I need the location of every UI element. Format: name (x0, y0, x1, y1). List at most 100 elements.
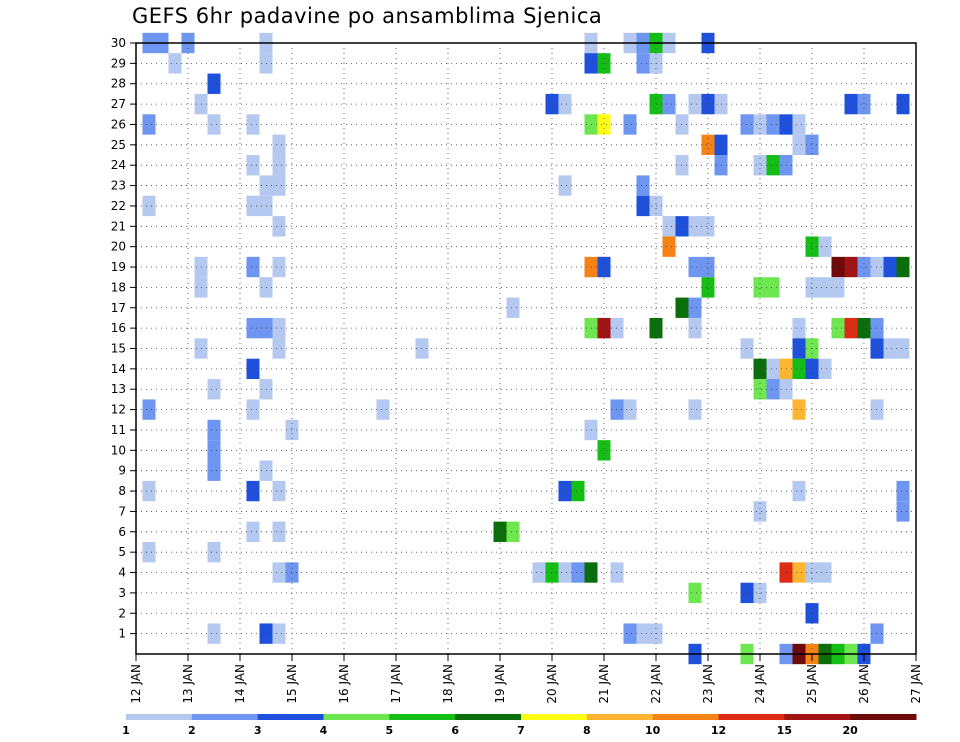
data-cell (272, 521, 286, 542)
data-cell (623, 623, 637, 644)
data-cell (142, 195, 156, 217)
data-cell (506, 521, 520, 542)
x-tick-label: 26 JAN (857, 664, 871, 704)
data-cell (571, 480, 585, 502)
data-cell (571, 562, 585, 583)
x-tick-label: 18 JAN (441, 664, 455, 704)
data-cell (558, 562, 572, 583)
y-tick-label: 16 (111, 321, 126, 335)
data-cell (688, 317, 702, 339)
data-cell (623, 399, 637, 420)
data-cell (831, 277, 845, 298)
data-cell (883, 256, 897, 278)
data-cell (753, 277, 767, 298)
data-cell (207, 73, 221, 94)
data-cell (688, 399, 702, 420)
colorbar-label: 6 (451, 724, 459, 737)
colorbar-segment (455, 714, 522, 720)
y-tick-label: 28 (111, 77, 126, 91)
data-cell (792, 480, 806, 502)
colorbar-segment (850, 714, 917, 720)
data-cell (142, 480, 156, 502)
colorbar-label: 3 (254, 724, 262, 737)
colorbar-label: 15 (777, 724, 792, 737)
data-cell (597, 114, 611, 135)
data-cell (701, 277, 715, 298)
data-cell (246, 480, 260, 502)
x-tick-label: 15 JAN (285, 664, 299, 704)
data-cell (896, 480, 910, 502)
data-cell (818, 562, 832, 583)
data-cell (246, 317, 260, 339)
x-tick-label: 14 JAN (233, 664, 247, 704)
x-tick-label: 20 JAN (545, 664, 559, 704)
data-cell (272, 256, 286, 278)
x-tick-label: 13 JAN (181, 664, 195, 704)
colorbar-segment (784, 714, 851, 720)
data-cell (753, 501, 767, 522)
y-tick-label: 11 (111, 423, 126, 437)
data-cell (701, 256, 715, 278)
data-cell (207, 460, 221, 481)
data-cell (207, 440, 221, 461)
data-cell (818, 358, 832, 380)
y-tick-label: 10 (111, 443, 126, 457)
data-cell (662, 216, 676, 237)
data-cell (246, 521, 260, 542)
data-cell (766, 358, 780, 380)
colorbar-segment (586, 714, 654, 720)
data-cell (688, 216, 702, 237)
colorbar-label: 8 (583, 724, 591, 737)
y-tick-label: 29 (111, 56, 126, 70)
y-tick-label: 1 (118, 627, 126, 641)
y-tick-label: 3 (118, 586, 126, 600)
y-tick-label: 15 (111, 342, 126, 356)
data-cell (168, 53, 182, 74)
y-tick-label: 7 (118, 504, 126, 518)
data-cell (207, 114, 221, 135)
data-cell (558, 480, 572, 502)
x-tick-label: 27 JAN (909, 664, 923, 704)
data-cell (792, 358, 806, 380)
colorbar-segment (652, 714, 719, 720)
data-cell (636, 175, 650, 196)
data-cell (272, 216, 286, 237)
data-cell (272, 134, 286, 156)
data-cell (532, 562, 546, 583)
data-cell (766, 277, 780, 298)
x-tick-label: 21 JAN (597, 664, 611, 704)
data-cell (246, 195, 260, 217)
data-cell (896, 501, 910, 522)
y-tick-label: 8 (118, 484, 126, 498)
data-cell (701, 93, 715, 115)
y-tick-label: 21 (111, 219, 126, 233)
data-cell (142, 114, 156, 135)
y-tick-label: 14 (111, 362, 126, 376)
y-tick-label: 22 (111, 199, 126, 213)
y-tick-label: 2 (118, 606, 126, 620)
data-cell (662, 236, 676, 257)
colorbar-label: 12 (711, 724, 726, 737)
colorbar-label: 2 (188, 724, 196, 737)
y-tick-label: 12 (111, 403, 126, 417)
y-tick-label: 26 (111, 117, 126, 131)
data-cell (142, 399, 156, 420)
colorbar-segment (389, 714, 456, 720)
data-cell (792, 562, 806, 583)
data-cell (558, 93, 572, 115)
data-cell (506, 297, 520, 318)
colorbar-segment (718, 714, 785, 720)
data-cell (636, 195, 650, 217)
data-cell (597, 256, 611, 278)
y-tick-label: 13 (111, 382, 126, 396)
data-cell (246, 114, 260, 135)
x-tick-label: 22 JAN (649, 664, 663, 704)
data-cell (792, 338, 806, 359)
colorbar-label: 4 (320, 724, 328, 737)
y-tick-label: 19 (111, 260, 126, 274)
data-cell (818, 277, 832, 298)
data-cell (753, 379, 767, 400)
colorbar-segment (521, 714, 588, 720)
data-cell (896, 93, 910, 115)
data-cell (246, 155, 260, 176)
